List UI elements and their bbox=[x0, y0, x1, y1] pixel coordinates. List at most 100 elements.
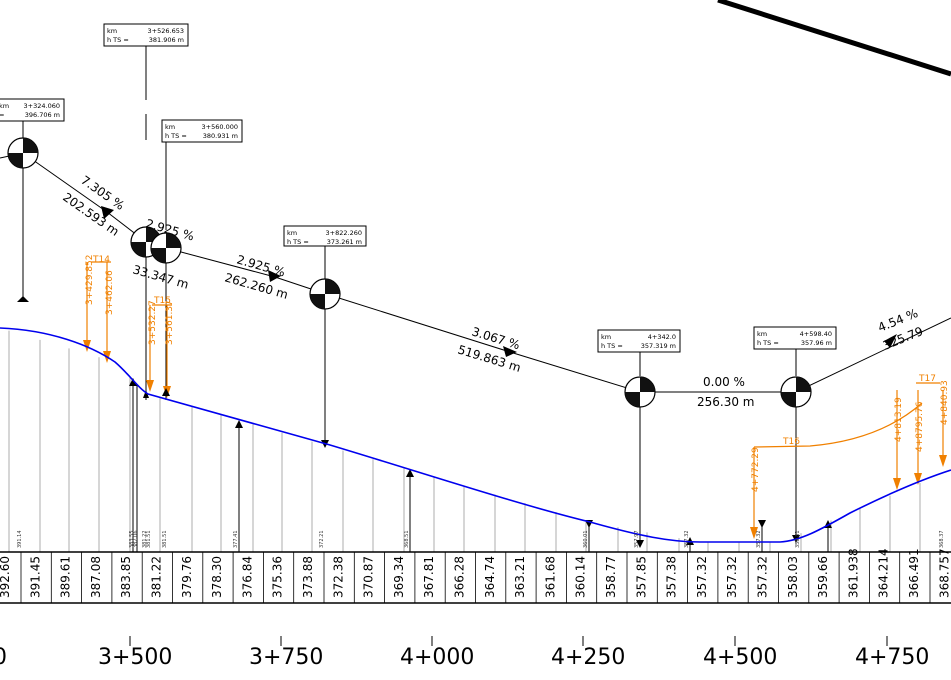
station-3561: 3+561.37 bbox=[165, 300, 175, 345]
km-label: km bbox=[107, 27, 117, 35]
small-height-label: 381.51 bbox=[162, 531, 168, 549]
h-label: h TS = bbox=[107, 36, 129, 44]
station-label: 3+750 bbox=[249, 645, 323, 670]
top-right-alignment-line bbox=[717, 0, 951, 77]
h-label: h TS = bbox=[287, 238, 309, 246]
km-label: km bbox=[757, 330, 767, 338]
elevation-value: 367.81 bbox=[422, 556, 436, 598]
grade-slope-5: 0.00 % bbox=[703, 375, 745, 389]
station-label: 4+750 bbox=[855, 645, 929, 670]
elevation-value: 357.85 bbox=[634, 556, 648, 598]
station-label: 4+500 bbox=[703, 645, 777, 670]
grade-length-2: 33.347 m bbox=[131, 262, 190, 291]
pvi-symbol-1 bbox=[7, 137, 39, 169]
h-value: 373.261 m bbox=[327, 238, 362, 246]
small-height-label: 357.97 bbox=[634, 531, 640, 549]
elevation-value: 383.85 bbox=[119, 556, 133, 598]
elevation-value: 378.30 bbox=[210, 556, 224, 598]
pvi-symbol-6 bbox=[780, 376, 812, 408]
station-label: 4+250 bbox=[551, 645, 625, 670]
small-height-label: 358.81 bbox=[795, 531, 801, 549]
km-value: 3+560.000 bbox=[202, 123, 238, 131]
km-box-5: km 4+342.0 h TS = 357.319 m bbox=[597, 329, 681, 353]
elevation-value: 366.28 bbox=[453, 556, 467, 598]
elevation-value: 392.60 bbox=[0, 556, 12, 598]
km-label: km bbox=[0, 102, 9, 110]
terrain-profile bbox=[0, 327, 951, 543]
elevation-value: 373.88 bbox=[301, 556, 315, 598]
elevation-value: 357.32 bbox=[725, 556, 739, 598]
station-3532: 3+532.27 bbox=[148, 300, 158, 345]
tangent-label-t16: T16 bbox=[782, 437, 800, 447]
small-height-label: 377.41 bbox=[233, 531, 239, 549]
station-4840: 4+840.93 bbox=[940, 380, 950, 425]
h-label: h TS = bbox=[601, 342, 623, 350]
elevation-value: 361.68 bbox=[543, 556, 557, 598]
station-3462: 3+462.06 bbox=[105, 270, 115, 315]
orange-annotations bbox=[86, 261, 944, 532]
small-height-label: 383.55 bbox=[129, 531, 135, 549]
km-label: km bbox=[165, 123, 175, 131]
tangent-label-t14: T14 bbox=[92, 255, 110, 265]
small-height-label: 372.21 bbox=[319, 531, 325, 549]
km-label: km bbox=[601, 333, 611, 341]
pvi-symbols bbox=[7, 137, 812, 408]
elevation-value: 387.08 bbox=[89, 556, 103, 598]
km-box-1: km 3+526.653 h TS = 381.906 m bbox=[103, 23, 189, 47]
h-value: 357.96 m bbox=[801, 339, 832, 347]
small-height-label: 382.06 bbox=[133, 531, 139, 549]
elevation-value: 364.74 bbox=[483, 556, 497, 598]
km-box-2: km 3+324.060 = 396.706 m bbox=[0, 98, 65, 122]
pvi-leader-lines bbox=[22, 45, 797, 545]
km-box-6: km 4+598.40 h TS = 357.96 m bbox=[753, 326, 837, 350]
elevation-value: 357.38 bbox=[665, 556, 679, 598]
grade-labels: 7.305 % 202.593 m 2.925 % 33.347 m 2.925… bbox=[60, 173, 925, 409]
grade-arrowheads bbox=[101, 206, 897, 357]
km-box-4: km 3+822.260 h TS = 373.261 m bbox=[283, 225, 367, 247]
elevation-value: 370.87 bbox=[362, 556, 376, 598]
h-value: 381.906 m bbox=[149, 36, 184, 44]
tangent-label-t17: T17 bbox=[918, 374, 936, 384]
pvi-symbol-3 bbox=[150, 232, 182, 264]
tangent-label-t15: T15 bbox=[153, 296, 171, 306]
station-4813: 4+813.19 bbox=[894, 397, 904, 442]
station-4879: 4+8795.76 bbox=[915, 401, 925, 452]
elevation-value: 369.34 bbox=[392, 556, 406, 598]
elevation-value: 391.45 bbox=[28, 556, 42, 598]
h-label: h TS = bbox=[757, 339, 779, 347]
station-grid-lines bbox=[8, 330, 921, 552]
small-height-label: 357.32 bbox=[684, 531, 690, 549]
elevation-value: 368.757 bbox=[937, 548, 951, 598]
km-info-boxes: km 3+526.653 h TS = 381.906 m km 3+324.060 = 39… bbox=[0, 23, 837, 353]
h-value: 396.706 m bbox=[25, 111, 60, 119]
station-4772: 4+772.29 bbox=[751, 447, 761, 492]
orange-text: T14 3+429.852 3+462.06 T15 3+532.27 3+56… bbox=[85, 255, 950, 492]
grade-length-5: 256.30 m bbox=[697, 395, 755, 409]
small-height-label: 360.01 bbox=[583, 531, 589, 549]
station-3429: 3+429.852 bbox=[85, 255, 95, 305]
small-height-label: 368.51 bbox=[404, 531, 410, 549]
elevation-value: 375.36 bbox=[271, 556, 285, 598]
station-label: 0 bbox=[0, 645, 7, 670]
km-value: 3+324.060 bbox=[24, 102, 60, 110]
marker-arrowheads bbox=[17, 296, 832, 548]
h-value: 357.319 m bbox=[641, 342, 676, 350]
elevation-value: 357.32 bbox=[756, 556, 770, 598]
km-label: km bbox=[287, 229, 297, 237]
elevation-value: 372.38 bbox=[331, 556, 345, 598]
station-labels: 0 3+500 3+750 4+000 4+250 4+500 4+750 bbox=[0, 636, 929, 670]
elevation-value: 359.66 bbox=[816, 556, 830, 598]
station-label: 4+000 bbox=[400, 645, 474, 670]
elevation-value: 358.03 bbox=[786, 556, 800, 598]
elevation-value: 379.76 bbox=[180, 556, 194, 598]
km-value: 4+598.40 bbox=[800, 330, 832, 338]
elevation-value: 358.77 bbox=[604, 556, 618, 598]
h-label: = bbox=[0, 111, 4, 119]
small-height-label: 368.37 bbox=[939, 531, 945, 549]
elevation-value: 357.32 bbox=[695, 556, 709, 598]
station-label: 3+500 bbox=[98, 645, 172, 670]
small-height-label: 391.14 bbox=[17, 531, 23, 549]
elevation-value: 376.84 bbox=[240, 556, 254, 598]
